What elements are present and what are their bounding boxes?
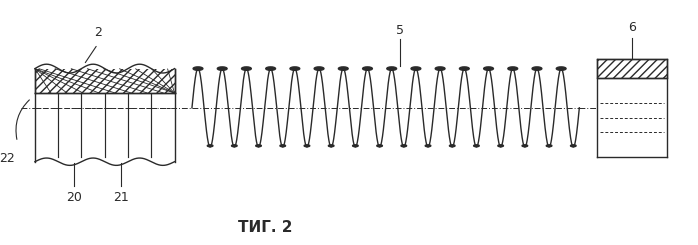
Circle shape — [193, 67, 203, 70]
Circle shape — [362, 67, 372, 70]
Circle shape — [217, 67, 227, 70]
Circle shape — [328, 145, 334, 147]
Circle shape — [570, 145, 576, 147]
Circle shape — [339, 67, 348, 70]
Circle shape — [242, 67, 251, 70]
Circle shape — [459, 67, 469, 70]
Circle shape — [425, 145, 431, 147]
Circle shape — [352, 145, 358, 147]
Circle shape — [377, 145, 383, 147]
Circle shape — [207, 145, 213, 147]
Circle shape — [401, 145, 407, 147]
Circle shape — [266, 67, 276, 70]
Circle shape — [255, 145, 261, 147]
Circle shape — [547, 145, 552, 147]
Circle shape — [450, 145, 455, 147]
Circle shape — [290, 67, 299, 70]
Text: 2: 2 — [94, 26, 102, 39]
Text: 21: 21 — [114, 191, 129, 204]
Circle shape — [508, 67, 518, 70]
Circle shape — [484, 67, 493, 70]
Circle shape — [556, 67, 566, 70]
Circle shape — [522, 145, 528, 147]
Circle shape — [387, 67, 396, 70]
Circle shape — [304, 145, 310, 147]
Circle shape — [314, 67, 324, 70]
Circle shape — [232, 145, 237, 147]
Text: 5: 5 — [396, 24, 403, 37]
Circle shape — [411, 67, 421, 70]
Bar — [35, 69, 174, 93]
Text: 22: 22 — [0, 152, 15, 165]
Text: ΤИГ. 2: ΤИГ. 2 — [238, 220, 292, 235]
Circle shape — [532, 67, 542, 70]
Circle shape — [280, 145, 285, 147]
Circle shape — [436, 67, 445, 70]
Circle shape — [498, 145, 503, 147]
Text: 20: 20 — [66, 191, 82, 204]
Circle shape — [474, 145, 480, 147]
Bar — [597, 59, 667, 78]
Text: 6: 6 — [628, 21, 636, 34]
